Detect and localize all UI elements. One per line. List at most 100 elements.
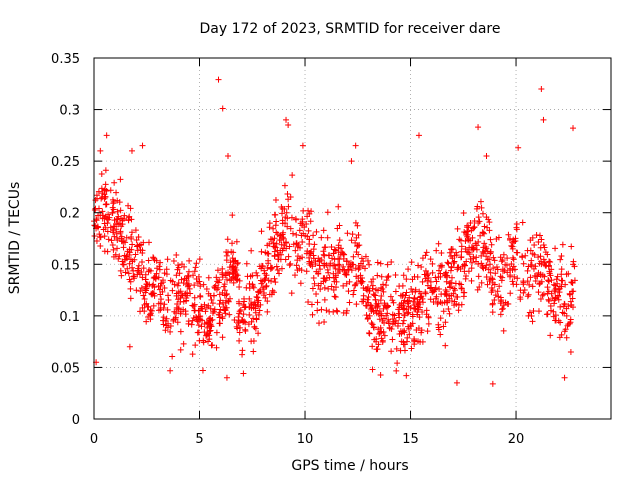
data-point bbox=[126, 276, 133, 283]
data-point bbox=[419, 278, 426, 285]
data-point bbox=[136, 242, 143, 249]
data-point bbox=[337, 245, 344, 252]
data-point bbox=[331, 278, 338, 285]
data-point bbox=[340, 263, 347, 270]
data-point bbox=[492, 292, 499, 299]
data-point bbox=[331, 293, 338, 300]
data-point bbox=[321, 319, 328, 326]
data-point bbox=[142, 283, 149, 290]
data-point bbox=[249, 281, 256, 288]
data-point bbox=[227, 259, 234, 266]
data-point bbox=[376, 316, 383, 323]
data-point bbox=[192, 342, 199, 349]
data-point bbox=[494, 288, 501, 295]
data-point bbox=[526, 281, 533, 288]
data-point bbox=[311, 241, 318, 248]
data-point bbox=[264, 298, 271, 305]
data-point bbox=[499, 306, 506, 313]
data-point bbox=[128, 216, 135, 223]
data-point bbox=[418, 263, 425, 270]
data-point bbox=[308, 259, 315, 266]
y-tick-label: 0.1 bbox=[59, 310, 80, 325]
data-point bbox=[143, 318, 150, 325]
data-point bbox=[539, 272, 546, 279]
data-point bbox=[221, 281, 228, 288]
data-point bbox=[546, 298, 553, 305]
data-point bbox=[442, 342, 449, 349]
data-point bbox=[330, 250, 337, 257]
data-point bbox=[122, 269, 129, 276]
data-point bbox=[161, 301, 168, 308]
data-point bbox=[147, 310, 154, 317]
data-point bbox=[128, 147, 135, 154]
data-point bbox=[364, 296, 371, 303]
data-point bbox=[443, 278, 450, 285]
data-point bbox=[481, 240, 488, 247]
data-point bbox=[335, 203, 342, 210]
data-point bbox=[381, 300, 388, 307]
data-point bbox=[184, 289, 191, 296]
data-point bbox=[139, 274, 146, 281]
data-point bbox=[96, 205, 103, 212]
data-point bbox=[567, 298, 574, 305]
data-point bbox=[462, 246, 469, 253]
data-point bbox=[380, 281, 387, 288]
data-point bbox=[293, 231, 300, 238]
data-point bbox=[544, 284, 551, 291]
data-point bbox=[237, 306, 244, 313]
data-point bbox=[276, 270, 283, 277]
data-point bbox=[448, 279, 455, 286]
data-point bbox=[285, 253, 292, 260]
data-point bbox=[278, 241, 285, 248]
data-point bbox=[554, 273, 561, 280]
x-tick-label: 20 bbox=[508, 432, 525, 447]
data-point bbox=[334, 308, 341, 315]
data-point bbox=[271, 243, 278, 250]
data-point bbox=[213, 329, 220, 336]
data-point bbox=[157, 259, 164, 266]
data-point bbox=[362, 253, 369, 260]
data-point bbox=[230, 279, 237, 286]
data-point bbox=[458, 248, 465, 255]
data-point bbox=[138, 285, 145, 292]
data-point bbox=[95, 188, 102, 195]
data-point bbox=[241, 298, 248, 305]
data-point bbox=[364, 287, 371, 294]
data-point bbox=[533, 232, 540, 239]
data-point bbox=[197, 283, 204, 290]
data-point bbox=[488, 285, 495, 292]
data-point bbox=[294, 257, 301, 264]
data-point bbox=[567, 291, 574, 298]
data-point bbox=[520, 278, 527, 285]
data-point bbox=[487, 261, 494, 268]
data-point bbox=[366, 312, 373, 319]
data-point bbox=[212, 282, 219, 289]
data-point bbox=[278, 251, 284, 258]
grid bbox=[94, 58, 611, 419]
data-point bbox=[437, 270, 444, 277]
data-point bbox=[527, 274, 534, 281]
data-point bbox=[276, 232, 283, 239]
data-point bbox=[563, 334, 570, 341]
data-point bbox=[325, 285, 332, 292]
data-point bbox=[537, 296, 544, 303]
data-point bbox=[122, 256, 129, 263]
data-point bbox=[183, 277, 190, 284]
data-point bbox=[388, 348, 395, 355]
data-point bbox=[547, 259, 554, 266]
data-point bbox=[117, 267, 124, 274]
data-point bbox=[320, 227, 327, 234]
data-point bbox=[539, 292, 546, 299]
data-point bbox=[366, 330, 373, 337]
data-point bbox=[517, 296, 524, 303]
data-point bbox=[379, 338, 386, 345]
data-point bbox=[515, 144, 522, 151]
data-point bbox=[223, 252, 230, 259]
data-point bbox=[137, 246, 144, 253]
data-point bbox=[273, 263, 280, 270]
data-point bbox=[247, 273, 254, 280]
data-point bbox=[314, 307, 321, 314]
data-point bbox=[440, 308, 447, 315]
data-point bbox=[553, 317, 560, 324]
